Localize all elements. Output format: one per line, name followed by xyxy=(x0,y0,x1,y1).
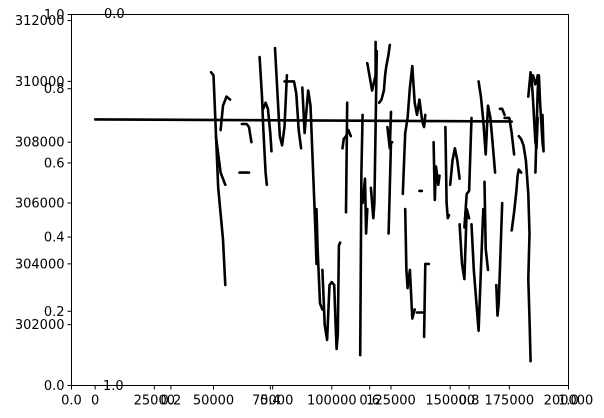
overlay-y-tick-label: 0.8 xyxy=(44,82,65,97)
series-line-segment xyxy=(301,86,318,266)
series-line-segment xyxy=(315,207,324,311)
series-line-segment xyxy=(444,125,451,220)
overlay-axis-ticks: 0.0 0.2 0.4 0.6 0.8 1.0 0.0 0.2 0.4 0.6 0.8 1.0 xyxy=(44,8,579,409)
primary-x-tick-label: 150000 xyxy=(425,394,475,409)
series-line-segment xyxy=(209,71,227,287)
primary-axis-ticks: 0 25000 50000 75000 100000 125000 150000 175000… xyxy=(15,14,593,408)
series-line-segment xyxy=(369,49,379,220)
series-line-segment xyxy=(219,95,232,132)
overlay-x-tick-label: 0.6 xyxy=(359,394,380,409)
series-line-segment xyxy=(498,107,506,117)
overlay-y-tick-label: 0.4 xyxy=(44,231,65,246)
overlay-x-tick-label: 0.8 xyxy=(459,394,480,409)
series-line-segment xyxy=(534,74,545,174)
series-line-segment xyxy=(495,201,504,317)
series-line-segment xyxy=(273,46,289,147)
series-line-segment xyxy=(387,140,394,235)
series-line-segment xyxy=(463,116,473,229)
series-line-segment xyxy=(332,241,342,351)
primary-x-tick-label: 0 xyxy=(91,394,99,409)
series-line-segment xyxy=(361,177,369,235)
stray-label-bottom: 1.0 xyxy=(103,379,124,394)
primary-x-tick-label: 125000 xyxy=(366,394,416,409)
series-line-segment xyxy=(214,134,227,187)
primary-y-tick-label: 306000 xyxy=(15,197,65,212)
series-line-segment xyxy=(510,168,523,232)
primary-y-tick-label: 304000 xyxy=(15,257,65,272)
overlay-x-tick-label: 1.0 xyxy=(558,394,579,409)
series-line-segment xyxy=(240,122,253,144)
primary-x-tick-label: 100000 xyxy=(307,394,357,409)
series-line-segment xyxy=(448,147,461,187)
series-line-segment xyxy=(517,134,531,281)
series-line-segment xyxy=(432,140,441,202)
series-line-segment xyxy=(283,80,303,150)
primary-x-tick-label: 200000 xyxy=(544,394,594,409)
primary-y-tick-label: 308000 xyxy=(15,136,65,151)
series-line-segment xyxy=(358,113,364,357)
series-line-segment xyxy=(403,207,416,320)
series-line-segment xyxy=(411,64,424,120)
series-line-segment xyxy=(344,101,349,214)
primary-y-tick-label: 302000 xyxy=(15,318,65,333)
series-line-segment xyxy=(401,64,414,196)
primary-x-tick-label: 25000 xyxy=(134,394,175,409)
overlay-x-tick-label: 0.4 xyxy=(260,394,281,409)
series-line-segment xyxy=(470,207,485,333)
primary-x-tick-label: 175000 xyxy=(485,394,535,409)
series-line-segment xyxy=(258,55,269,187)
primary-y-tick-label: 312000 xyxy=(15,14,65,29)
primary-x-tick-label: 50000 xyxy=(193,394,234,409)
series-line-segment xyxy=(377,43,392,104)
plot-frame xyxy=(71,14,569,386)
series-line-segment xyxy=(422,262,431,339)
overlay-y-tick-label: 0.2 xyxy=(44,305,65,320)
series-line-segment xyxy=(503,116,516,156)
plot-background xyxy=(71,14,569,386)
overlay-y-tick-label: 0.6 xyxy=(44,156,65,171)
overlay-y-tick-label: 0.0 xyxy=(44,379,65,394)
stray-label-top: 0.0 xyxy=(104,7,125,22)
series-line-segment xyxy=(483,180,490,272)
data-series xyxy=(93,40,545,363)
overlay-x-tick-label: 0.0 xyxy=(61,394,82,409)
overlay-x-tick-label: 0.2 xyxy=(161,394,182,409)
primary-y-tick-label: 310000 xyxy=(15,75,65,90)
series-line-segment xyxy=(261,101,273,153)
series-line-segment xyxy=(321,268,336,342)
series-line-segment xyxy=(477,80,497,174)
series-line-segment xyxy=(531,74,539,86)
overlay-y-tick-label: 1.0 xyxy=(44,8,65,23)
primary-x-tick-label: 75000 xyxy=(252,394,293,409)
series-line-segment xyxy=(458,207,471,281)
series-line-segment xyxy=(420,113,427,129)
series-line-segment xyxy=(527,277,532,363)
